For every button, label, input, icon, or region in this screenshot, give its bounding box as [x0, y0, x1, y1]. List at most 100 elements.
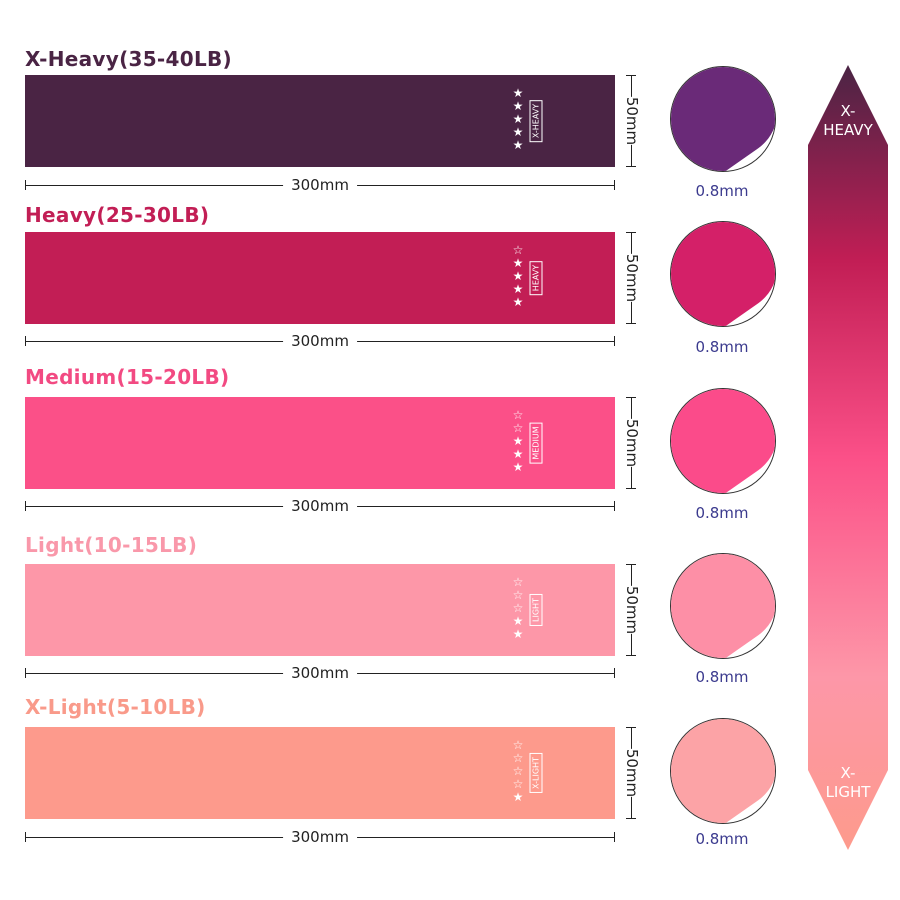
- length-dimension: 300mm: [25, 828, 615, 846]
- star-filled-icon: ★: [512, 282, 524, 296]
- length-value: 300mm: [283, 176, 357, 194]
- strength-tag: MEDIUM: [529, 422, 543, 464]
- thickness-detail-image: [670, 388, 776, 494]
- dimension-tick: [614, 180, 615, 190]
- thickness-value: 0.8mm: [695, 830, 749, 848]
- strength-stars: ★ ☆ ☆ ☆ ☆: [511, 739, 525, 804]
- star-filled-icon: ★: [512, 269, 524, 283]
- star-outline-icon: ☆: [512, 575, 524, 589]
- dimension-tick: [626, 488, 636, 489]
- band-label: X-Light(5-10LB): [25, 695, 206, 719]
- star-filled-icon: ★: [512, 99, 524, 113]
- dimension-tick: [25, 336, 26, 346]
- star-outline-icon: ☆: [512, 751, 524, 765]
- width-value: 50mm: [619, 748, 645, 798]
- length-value: 300mm: [283, 664, 357, 682]
- band-fold: [671, 719, 775, 823]
- strength-stars: ★ ★ ☆ ☆ ☆: [511, 576, 525, 641]
- length-dimension: 300mm: [25, 497, 615, 515]
- band-label: X-Heavy(35-40LB): [25, 47, 232, 71]
- length-dimension: 300mm: [25, 664, 615, 682]
- thickness-detail-image: [670, 66, 776, 172]
- dimension-tick: [626, 323, 636, 324]
- dimension-tick: [614, 501, 615, 511]
- width-value: 50mm: [619, 585, 645, 635]
- dimension-tick: [614, 668, 615, 678]
- width-dimension: 50mm: [619, 727, 645, 819]
- length-value: 300mm: [283, 332, 357, 350]
- star-filled-icon: ★: [512, 295, 524, 309]
- band-fold: [671, 67, 775, 171]
- star-outline-icon: ☆: [512, 738, 524, 752]
- star-filled-icon: ★: [512, 138, 524, 152]
- star-outline-icon: ☆: [512, 588, 524, 602]
- thickness-detail-image: [670, 718, 776, 824]
- length-dimension: 300mm: [25, 176, 615, 194]
- width-dimension: 50mm: [619, 397, 645, 489]
- star-filled-icon: ★: [512, 790, 524, 804]
- length-dimension: 300mm: [25, 332, 615, 350]
- star-filled-icon: ★: [512, 125, 524, 139]
- dimension-tick: [25, 180, 26, 190]
- scale-bottom-line1: X-: [840, 764, 856, 782]
- band-x-light: ★ ☆ ☆ ☆ ☆ X-LIGHT: [25, 727, 615, 819]
- width-dimension: 50mm: [619, 75, 645, 167]
- star-filled-icon: ★: [512, 627, 524, 641]
- star-outline-icon: ☆: [512, 601, 524, 615]
- length-value: 300mm: [283, 828, 357, 846]
- dimension-tick: [614, 336, 615, 346]
- star-filled-icon: ★: [512, 434, 524, 448]
- band-medium: ★ ★ ★ ☆ ☆ MEDIUM: [25, 397, 615, 489]
- star-filled-icon: ★: [512, 460, 524, 474]
- dimension-tick: [626, 818, 636, 819]
- length-value: 300mm: [283, 497, 357, 515]
- width-value: 50mm: [619, 253, 645, 303]
- scale-top-line1: X-: [840, 102, 856, 120]
- band-label: Medium(15-20LB): [25, 365, 230, 389]
- strength-stars: ★ ★ ★ ☆ ☆: [511, 409, 525, 474]
- star-filled-icon: ★: [512, 112, 524, 126]
- thickness-value: 0.8mm: [695, 504, 749, 522]
- strength-tag: X-HEAVY: [529, 99, 543, 143]
- strength-tag: HEAVY: [529, 260, 543, 296]
- band-label: Light(10-15LB): [25, 533, 198, 557]
- scale-bottom-line2: LIGHT: [825, 783, 871, 801]
- intensity-scale-arrow: [808, 65, 888, 850]
- star-filled-icon: ★: [512, 614, 524, 628]
- thickness-detail-image: [670, 221, 776, 327]
- dimension-tick: [626, 232, 636, 233]
- dimension-tick: [626, 727, 636, 728]
- band-heavy: ★ ★ ★ ★ ☆ HEAVY: [25, 232, 615, 324]
- star-filled-icon: ★: [512, 447, 524, 461]
- band-fold: [671, 554, 775, 658]
- band-light: ★ ★ ☆ ☆ ☆ LIGHT: [25, 564, 615, 656]
- band-fold: [671, 222, 775, 326]
- dimension-tick: [626, 564, 636, 565]
- band-x-heavy: ★ ★ ★ ★ ★ X-HEAVY: [25, 75, 615, 167]
- dimension-tick: [25, 501, 26, 511]
- dimension-tick: [626, 166, 636, 167]
- strength-tag: X-LIGHT: [529, 753, 543, 793]
- star-outline-icon: ☆: [512, 243, 524, 257]
- width-dimension: 50mm: [619, 564, 645, 656]
- dimension-tick: [626, 397, 636, 398]
- thickness-value: 0.8mm: [695, 338, 749, 356]
- thickness-value: 0.8mm: [695, 182, 749, 200]
- star-outline-icon: ☆: [512, 777, 524, 791]
- dimension-tick: [626, 75, 636, 76]
- strength-stars: ★ ★ ★ ★ ★: [511, 87, 525, 152]
- dimension-tick: [25, 668, 26, 678]
- star-outline-icon: ☆: [512, 408, 524, 422]
- dimension-tick: [626, 655, 636, 656]
- star-outline-icon: ☆: [512, 421, 524, 435]
- thickness-value: 0.8mm: [695, 668, 749, 686]
- star-outline-icon: ☆: [512, 764, 524, 778]
- scale-top-label: X- HEAVY: [808, 102, 888, 140]
- strength-stars: ★ ★ ★ ★ ☆: [511, 244, 525, 309]
- scale-top-line2: HEAVY: [823, 121, 873, 139]
- width-value: 50mm: [619, 418, 645, 468]
- band-label: Heavy(25-30LB): [25, 203, 210, 227]
- star-filled-icon: ★: [512, 256, 524, 270]
- thickness-detail-image: [670, 553, 776, 659]
